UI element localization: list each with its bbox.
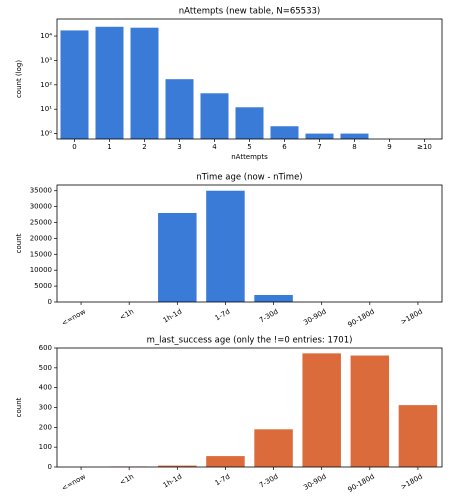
- bar: [206, 190, 245, 302]
- y-tick-label: 10⁴: [40, 32, 52, 40]
- y-axis-label: count (log): [15, 60, 23, 98]
- x-tick-label: 4: [212, 143, 217, 151]
- x-tick-label: 1: [107, 143, 111, 151]
- bar: [340, 133, 369, 139]
- y-tick-label: 0: [48, 463, 52, 471]
- y-tick-label: 10¹: [40, 105, 52, 113]
- x-tick-label: 90-180d: [346, 473, 375, 495]
- x-axis-label: nAttempts: [231, 153, 268, 161]
- bar: [206, 456, 245, 467]
- bar: [302, 353, 341, 467]
- y-axis-label: count: [15, 233, 23, 253]
- x-tick-label: <=now: [60, 472, 87, 492]
- x-tick-label: 7-30d: [258, 473, 280, 490]
- y-tick-label: 35000: [30, 187, 52, 195]
- bar: [165, 79, 194, 139]
- x-tick-label: <1h: [118, 308, 135, 322]
- y-tick-label: 30000: [30, 203, 52, 211]
- bar: [200, 93, 229, 139]
- y-tick-label: 600: [39, 344, 52, 352]
- x-tick-label: <1h: [118, 473, 135, 487]
- chart-title: nAttempts (new table, N=65533): [179, 7, 320, 17]
- y-tick-label: 10²: [40, 81, 52, 89]
- x-tick-label: 30-90d: [302, 473, 327, 492]
- x-tick-label: 1-7d: [214, 308, 232, 323]
- bar: [158, 212, 197, 302]
- bar: [305, 133, 334, 139]
- plot-frame: [56, 347, 443, 468]
- y-tick-label: 10³: [40, 56, 52, 64]
- bar: [235, 107, 264, 139]
- bar: [130, 27, 159, 139]
- y-tick-label: 200: [39, 423, 52, 431]
- chart-title: nTime age (now - nTime): [196, 173, 302, 183]
- bar: [158, 465, 197, 467]
- x-tick-label: 6: [282, 143, 287, 151]
- x-tick-label: 5: [247, 143, 251, 151]
- bar: [95, 26, 124, 140]
- bar: [254, 295, 293, 302]
- y-tick-label: 20000: [30, 234, 52, 242]
- x-tick-label: 90-180d: [346, 308, 375, 330]
- y-tick-label: 10000: [30, 266, 52, 274]
- bar: [350, 355, 390, 467]
- x-tick-label: 7: [317, 143, 321, 151]
- bar: [270, 126, 299, 139]
- plot-frame: [56, 184, 443, 303]
- x-tick-label: >180d: [399, 473, 424, 492]
- y-axis-label: count: [15, 397, 23, 417]
- x-tick-label: >180d: [399, 308, 424, 327]
- y-tick-label: 300: [39, 404, 52, 412]
- x-tick-label: 3: [177, 143, 181, 151]
- y-tick-label: 400: [39, 384, 52, 392]
- plot-frame: [56, 18, 443, 140]
- y-tick-label: 5000: [34, 282, 52, 290]
- x-tick-label: 7-30d: [258, 308, 280, 325]
- bar: [254, 429, 293, 467]
- x-tick-label: 9: [387, 143, 391, 151]
- x-tick-label: 30-90d: [302, 308, 327, 327]
- y-tick-label: 500: [39, 364, 52, 372]
- x-tick-label: ≥10: [417, 143, 432, 151]
- y-tick-label: 10⁰: [40, 130, 52, 138]
- x-tick-label: <=now: [60, 307, 87, 327]
- y-tick-label: 100: [39, 443, 52, 451]
- y-tick-label: 15000: [30, 250, 52, 258]
- x-tick-label: 1h-1d: [162, 308, 184, 325]
- chart-title: m_last_success age (only the !=0 entries…: [147, 336, 353, 346]
- y-tick-label: 25000: [30, 219, 52, 227]
- x-tick-label: 0: [72, 143, 76, 151]
- x-tick-label: 2: [142, 143, 146, 151]
- bar: [398, 405, 438, 467]
- x-tick-label: 1h-1d: [162, 473, 184, 490]
- bar: [60, 30, 89, 139]
- y-tick-label: 0: [48, 298, 52, 306]
- x-tick-label: 1-7d: [214, 473, 232, 488]
- x-tick-label: 8: [352, 143, 356, 151]
